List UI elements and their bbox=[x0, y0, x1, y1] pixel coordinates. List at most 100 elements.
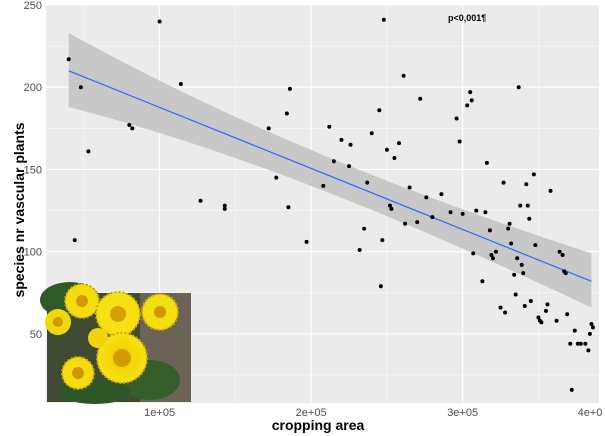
data-point bbox=[565, 312, 570, 317]
y-tick-label: 100 bbox=[24, 247, 42, 259]
x-tick-label: 4e+0 bbox=[578, 407, 603, 419]
data-point bbox=[521, 271, 526, 276]
data-point bbox=[483, 210, 488, 215]
data-point bbox=[575, 341, 580, 346]
data-point bbox=[381, 17, 386, 22]
y-tick-label: 200 bbox=[24, 82, 42, 94]
data-point bbox=[284, 111, 289, 116]
data-point bbox=[178, 81, 183, 86]
data-point bbox=[78, 85, 83, 90]
y-tick-label: 50 bbox=[30, 329, 42, 341]
data-point bbox=[287, 86, 292, 91]
data-point bbox=[586, 348, 591, 353]
data-point bbox=[522, 303, 527, 308]
flower-photo bbox=[40, 282, 191, 404]
data-point bbox=[539, 320, 544, 325]
data-point bbox=[528, 299, 533, 304]
data-point bbox=[519, 262, 524, 267]
data-point bbox=[474, 208, 479, 213]
confidence-band-area bbox=[68, 32, 592, 308]
data-point bbox=[569, 387, 574, 392]
data-point bbox=[157, 19, 162, 24]
x-tick-labels: 1e+05 2e+05 3e+05 4e+0 bbox=[144, 407, 602, 419]
data-point bbox=[568, 341, 573, 346]
data-point bbox=[509, 241, 514, 246]
data-point bbox=[198, 198, 203, 203]
data-point bbox=[533, 243, 538, 248]
data-point bbox=[503, 310, 508, 315]
data-point bbox=[493, 249, 498, 254]
data-point bbox=[507, 221, 512, 226]
data-point bbox=[460, 211, 465, 216]
data-point bbox=[589, 322, 594, 327]
x-tick-label: 1e+05 bbox=[144, 407, 175, 419]
x-tick-label: 3e+05 bbox=[447, 407, 478, 419]
data-point bbox=[274, 175, 279, 180]
data-point bbox=[531, 172, 536, 177]
data-point bbox=[527, 216, 532, 221]
data-point bbox=[380, 238, 385, 243]
data-point bbox=[480, 279, 485, 284]
data-point bbox=[127, 123, 132, 128]
data-point bbox=[286, 205, 291, 210]
data-point bbox=[563, 271, 568, 276]
data-point bbox=[327, 124, 332, 129]
data-point bbox=[377, 108, 382, 113]
data-point bbox=[357, 248, 362, 253]
data-point bbox=[543, 308, 548, 313]
data-point bbox=[362, 226, 367, 231]
data-point bbox=[130, 126, 135, 131]
data-point bbox=[516, 85, 521, 90]
data-point bbox=[471, 251, 476, 256]
data-point bbox=[468, 90, 473, 95]
data-point bbox=[465, 103, 470, 108]
fit-line bbox=[68, 70, 592, 282]
data-point bbox=[545, 302, 550, 307]
x-axis-label: cropping area bbox=[272, 417, 365, 433]
data-point bbox=[487, 228, 492, 233]
confidence-band bbox=[68, 32, 592, 308]
data-point bbox=[515, 256, 520, 261]
data-point bbox=[590, 325, 595, 330]
data-point bbox=[304, 239, 309, 244]
p-value-annotation: p<0,001¶ bbox=[448, 13, 486, 23]
data-point bbox=[560, 252, 565, 257]
data-point bbox=[469, 98, 474, 103]
data-point bbox=[548, 188, 553, 193]
data-point bbox=[524, 182, 529, 187]
data-point bbox=[518, 203, 523, 208]
data-point bbox=[72, 238, 77, 243]
data-point bbox=[415, 220, 420, 225]
data-point bbox=[498, 305, 503, 310]
data-point bbox=[378, 284, 383, 289]
data-point bbox=[454, 116, 459, 121]
data-point bbox=[424, 195, 429, 200]
y-tick-labels: 50 100 150 200 250 bbox=[24, 0, 42, 341]
data-point bbox=[512, 272, 517, 277]
data-point bbox=[557, 249, 562, 254]
data-point bbox=[572, 328, 577, 333]
data-point bbox=[457, 139, 462, 144]
data-point bbox=[587, 331, 592, 336]
data-point bbox=[339, 137, 344, 142]
data-point bbox=[513, 292, 518, 297]
data-point bbox=[448, 210, 453, 215]
data-point bbox=[430, 215, 435, 220]
data-point bbox=[86, 149, 91, 154]
data-point bbox=[418, 96, 423, 101]
data-point bbox=[489, 252, 494, 257]
data-point bbox=[490, 256, 495, 261]
data-point bbox=[578, 341, 583, 346]
data-point bbox=[222, 203, 227, 208]
data-point bbox=[347, 164, 352, 169]
data-point bbox=[407, 185, 412, 190]
data-point bbox=[397, 141, 402, 146]
data-point bbox=[321, 183, 326, 188]
data-point bbox=[66, 57, 71, 62]
y-axis-label: species nr vascular plants bbox=[11, 122, 27, 297]
data-point bbox=[401, 73, 406, 78]
data-point bbox=[369, 131, 374, 136]
data-point bbox=[506, 226, 511, 231]
data-point bbox=[387, 203, 392, 208]
